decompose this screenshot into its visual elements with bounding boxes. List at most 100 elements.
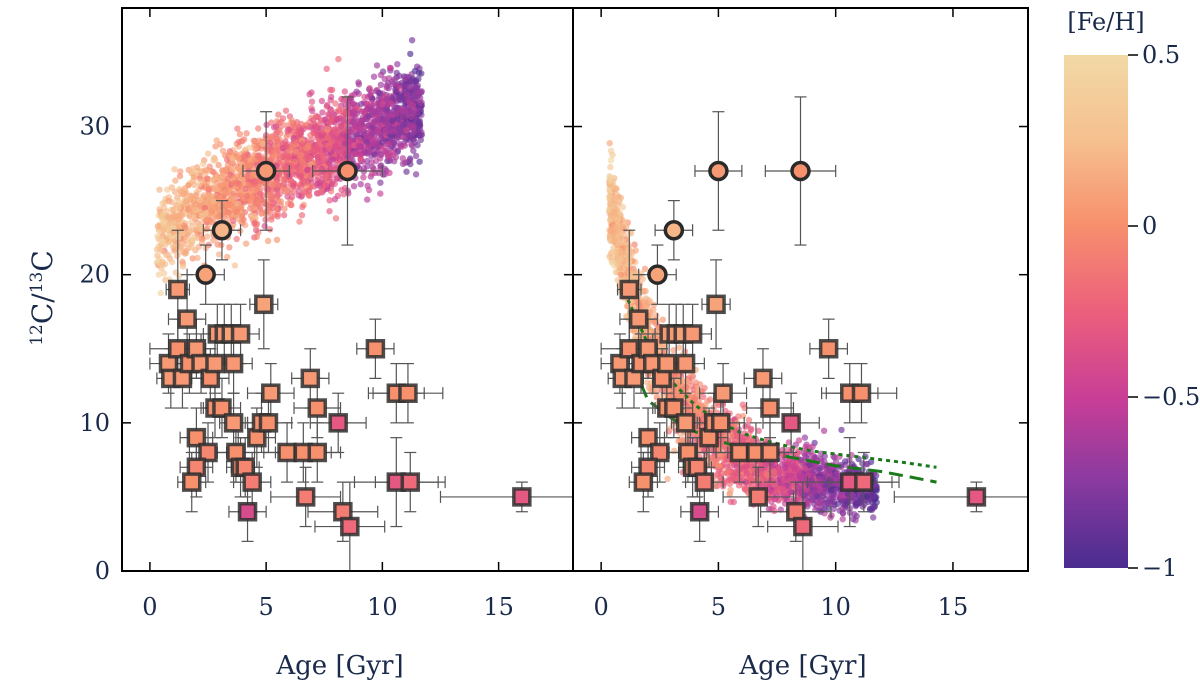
model-point xyxy=(742,423,749,430)
model-point xyxy=(174,212,182,220)
model-point xyxy=(335,55,342,63)
model-point xyxy=(306,91,313,98)
model-point xyxy=(215,251,223,258)
observed-square xyxy=(205,353,225,374)
model-point xyxy=(215,161,222,169)
model-point xyxy=(406,157,414,164)
model-point xyxy=(264,147,271,154)
model-point xyxy=(196,222,204,230)
model-point xyxy=(412,171,420,178)
model-point xyxy=(357,181,364,188)
model-point xyxy=(284,128,291,135)
panel-right xyxy=(600,96,1028,571)
model-point xyxy=(726,490,733,498)
model-point xyxy=(677,437,684,445)
model-point xyxy=(160,270,168,277)
model-point xyxy=(200,160,207,168)
model-point xyxy=(272,123,280,130)
model-point xyxy=(377,108,384,115)
model-point xyxy=(416,132,423,139)
model-point xyxy=(181,222,188,229)
model-point xyxy=(222,209,229,216)
model-point xyxy=(741,486,749,493)
model-point xyxy=(403,91,411,98)
model-point xyxy=(298,212,306,219)
model-point xyxy=(285,153,292,161)
model-point xyxy=(231,262,239,269)
model-point xyxy=(296,167,304,174)
model-point xyxy=(253,233,260,240)
model-point xyxy=(259,140,267,147)
model-point xyxy=(417,99,424,107)
model-point xyxy=(315,144,322,152)
model-point xyxy=(273,205,280,212)
observed-square xyxy=(400,472,421,492)
model-point xyxy=(319,153,327,160)
model-point xyxy=(270,153,277,160)
observed-circle xyxy=(255,160,277,182)
model-point xyxy=(358,108,366,115)
model-point xyxy=(236,192,243,199)
model-point xyxy=(190,236,197,243)
model-point xyxy=(217,141,224,148)
model-point xyxy=(415,89,423,96)
model-point xyxy=(154,252,161,259)
model-point xyxy=(171,247,178,254)
model-point xyxy=(287,201,295,208)
model-point xyxy=(632,247,639,254)
model-point xyxy=(251,137,259,145)
model-point xyxy=(332,128,339,135)
model-point xyxy=(332,100,339,107)
model-point xyxy=(360,165,368,172)
observed-square xyxy=(307,442,328,463)
model-point xyxy=(283,187,290,194)
model-point xyxy=(771,507,778,515)
model-point xyxy=(208,192,215,200)
model-point xyxy=(183,196,191,203)
model-point xyxy=(335,115,343,122)
model-point xyxy=(388,128,396,135)
observed-circle xyxy=(337,160,358,182)
model-point xyxy=(270,181,278,188)
model-point xyxy=(676,344,683,351)
model-point xyxy=(157,289,164,297)
model-point xyxy=(353,88,360,95)
model-point xyxy=(224,156,231,164)
model-point xyxy=(313,112,320,120)
model-point xyxy=(244,151,252,158)
model-point xyxy=(349,100,356,108)
model-point xyxy=(393,110,400,117)
model-point xyxy=(219,167,226,174)
model-point xyxy=(306,173,313,180)
model-point xyxy=(299,203,306,211)
model-point xyxy=(326,197,333,204)
observed-square xyxy=(328,413,348,433)
model-point xyxy=(185,182,192,189)
model-point xyxy=(400,113,407,121)
model-point xyxy=(240,216,247,223)
model-point xyxy=(283,143,290,150)
model-point xyxy=(408,37,416,44)
model-point xyxy=(158,265,165,272)
model-point xyxy=(373,62,381,69)
model-point xyxy=(222,189,229,196)
model-point xyxy=(331,180,338,188)
model-point xyxy=(611,196,618,204)
model-point xyxy=(204,233,211,240)
model-point xyxy=(304,154,311,161)
model-point xyxy=(607,163,614,171)
model-point xyxy=(325,134,332,141)
model-point xyxy=(383,95,391,102)
model-point xyxy=(292,138,299,145)
model-point xyxy=(415,118,423,125)
model-point xyxy=(233,179,241,186)
observed-square xyxy=(177,309,197,329)
model-point xyxy=(332,215,340,222)
model-point xyxy=(288,193,296,200)
model-point xyxy=(255,198,262,205)
model-point xyxy=(410,124,417,131)
model-point xyxy=(412,77,420,85)
model-point xyxy=(377,81,385,89)
model-point xyxy=(364,182,371,189)
